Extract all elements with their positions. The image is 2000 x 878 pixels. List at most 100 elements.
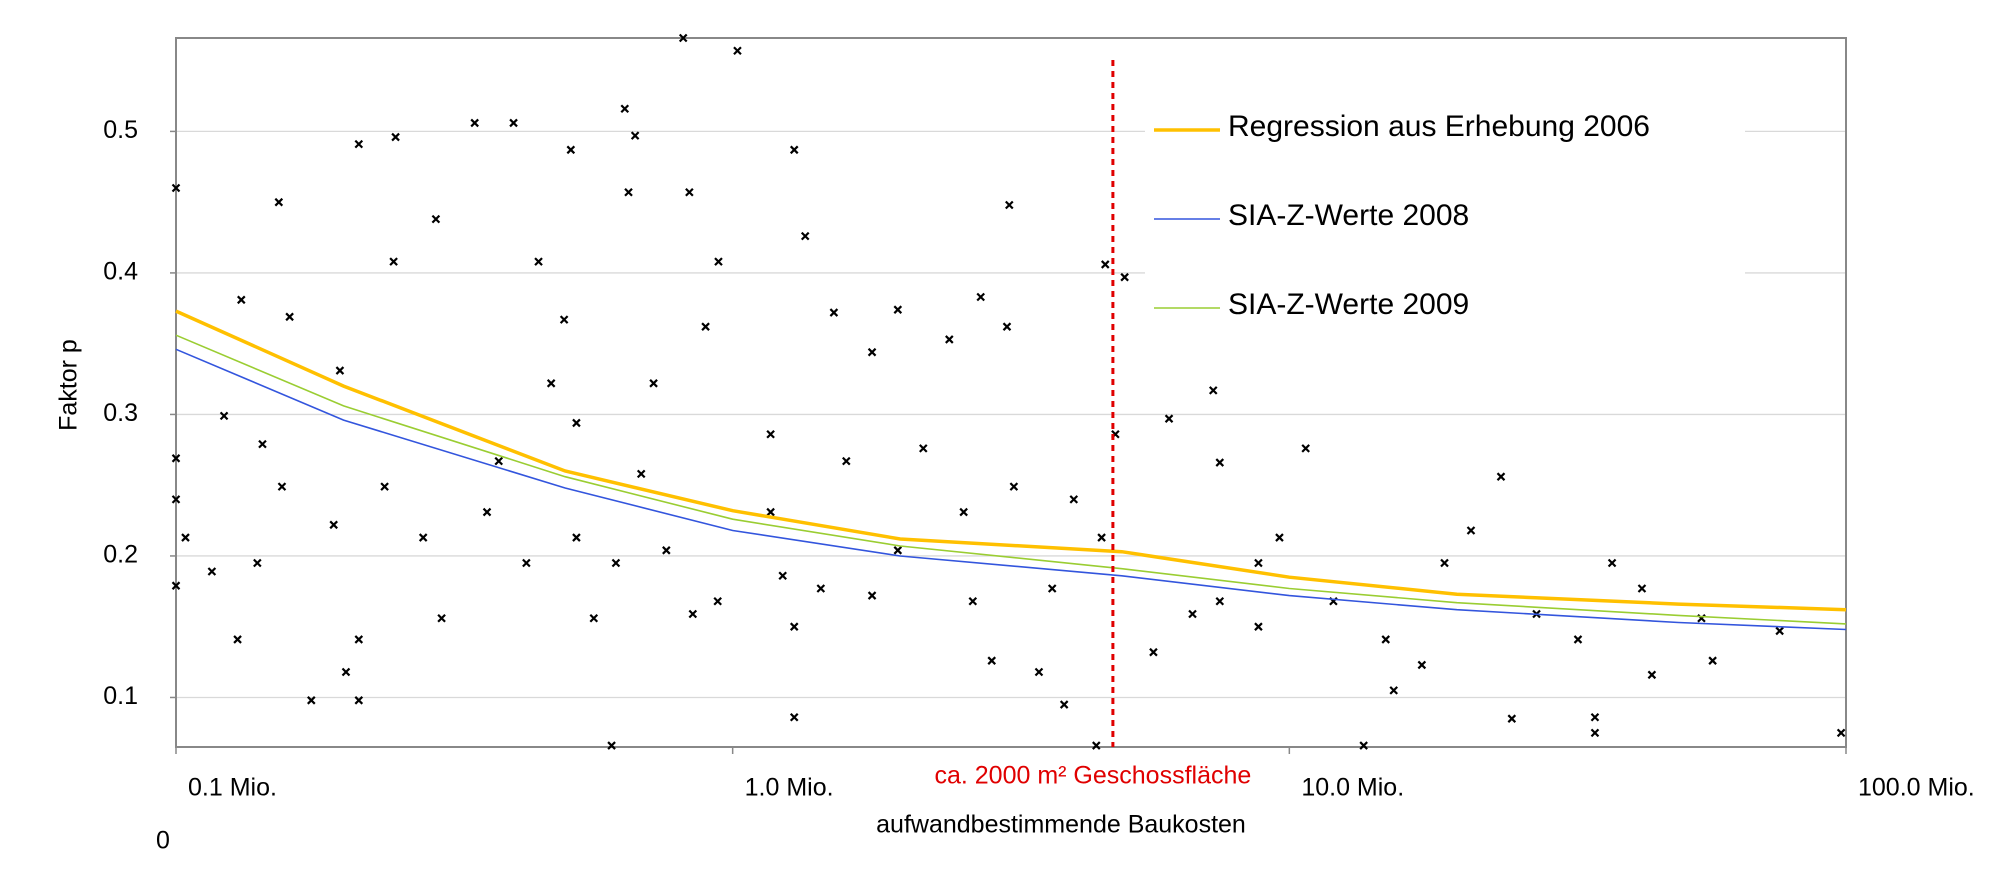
scatter-point (976, 292, 985, 302)
scatter-point (1275, 533, 1284, 542)
scatter-point (307, 696, 316, 705)
scatter-point (611, 558, 621, 568)
scatter-point (207, 567, 217, 576)
scatter-point (233, 635, 242, 644)
x-tick-label: 0.1 Mio. (188, 774, 277, 802)
scatter-point (1254, 622, 1263, 631)
scatter-point (919, 444, 928, 453)
scatter-point (1647, 670, 1657, 680)
scatter-point (1389, 686, 1398, 695)
scatter-point (1097, 533, 1106, 542)
legend-background (1145, 95, 1745, 345)
scatter-point (678, 33, 688, 43)
scatter-point (842, 456, 851, 466)
scatter-point (945, 335, 954, 344)
scatter-point (649, 379, 658, 388)
scatter-point (1417, 660, 1427, 670)
line-series (175, 334, 1847, 625)
scatter-point (1002, 322, 1012, 331)
scatter-point (778, 571, 787, 581)
scatter-point (437, 613, 446, 623)
scatter-point (566, 145, 576, 155)
scatter-point (1009, 482, 1019, 491)
scatter-point (274, 197, 284, 207)
scatter-point (867, 347, 877, 357)
scatter-point (816, 584, 826, 593)
scatter-point (1215, 596, 1225, 606)
scatter-point (335, 366, 345, 375)
scatter-point (1466, 526, 1476, 535)
scatter-point (766, 429, 775, 439)
scatter-point (1836, 728, 1846, 738)
scatter-point (470, 118, 479, 128)
scatter-point (1381, 635, 1391, 644)
scatter-point (509, 118, 518, 128)
scatter-point (341, 667, 351, 677)
scatter-point (237, 295, 246, 305)
line-series (175, 309, 1847, 612)
x-tick-label: 1.0 Mio. (745, 774, 834, 802)
scatter-point (688, 609, 698, 619)
scatter-point (1149, 647, 1158, 657)
x-tick-label: 10.0 Mio. (1301, 774, 1404, 802)
scatter-point (624, 187, 633, 197)
scatter-point (733, 46, 742, 56)
scatter-point (662, 546, 671, 555)
scatter-point (630, 131, 640, 140)
scatter-point (867, 591, 877, 600)
y-tick-label: 0.5 (103, 116, 138, 144)
scatter-point (789, 713, 799, 722)
scatter-point (1359, 741, 1368, 750)
scatter-point (1092, 741, 1101, 750)
scatter-point (171, 495, 181, 504)
scatter-point (494, 456, 504, 466)
scatter-point (354, 139, 364, 149)
scatter-point (1120, 272, 1129, 282)
scatter-point (766, 507, 775, 517)
scatter-point (171, 183, 181, 193)
y-tick-label: 0.1 (103, 682, 138, 710)
y-axis-label: Faktor p (55, 339, 83, 431)
legend-label: SIA-Z-Werte 2009 (1228, 288, 1469, 321)
scatter-point (713, 596, 722, 606)
scatter-point (1496, 472, 1506, 481)
scatter-point (1607, 558, 1617, 568)
scatter-point (987, 656, 997, 665)
scatter-point (1100, 260, 1110, 269)
scatter-point (701, 322, 710, 331)
scatter-point (893, 546, 903, 555)
scatter-point (620, 104, 630, 114)
scatter-point (1047, 584, 1057, 593)
scatter-point (534, 257, 543, 266)
scatter-point (1301, 444, 1310, 453)
scatter-point (1708, 656, 1717, 665)
reference-label: ca. 2000 m² Geschossfläche (934, 762, 1251, 790)
scatter-point (789, 145, 799, 155)
scatter-point (829, 308, 839, 317)
scatter-point (893, 305, 903, 314)
scatter-point (1775, 626, 1784, 636)
legend-label: SIA-Z-Werte 2008 (1228, 199, 1469, 232)
scatter-point (589, 613, 599, 623)
scatter-point (181, 533, 190, 542)
scatter-point (1440, 558, 1449, 568)
scatter-point (1164, 414, 1174, 423)
y-tick-label: 0.2 (103, 541, 138, 569)
scatter-point (329, 520, 338, 530)
scatter-point (572, 533, 581, 542)
scatter-point (171, 454, 181, 463)
scatter-point (959, 507, 968, 517)
y-tick-label: 0.4 (103, 258, 138, 286)
scatter-point (1637, 584, 1647, 593)
scatter-point (546, 379, 556, 388)
scatter-point (572, 418, 581, 428)
scatter-point (789, 622, 799, 631)
scatter-point (389, 257, 398, 266)
scatter-point (391, 132, 400, 142)
y-tick-label: 0.3 (103, 399, 138, 427)
scatter-point (380, 482, 389, 491)
legend-label: Regression aus Erhebung 2006 (1228, 110, 1650, 143)
scatter-point (1507, 714, 1517, 723)
scatter-point (1188, 609, 1197, 619)
